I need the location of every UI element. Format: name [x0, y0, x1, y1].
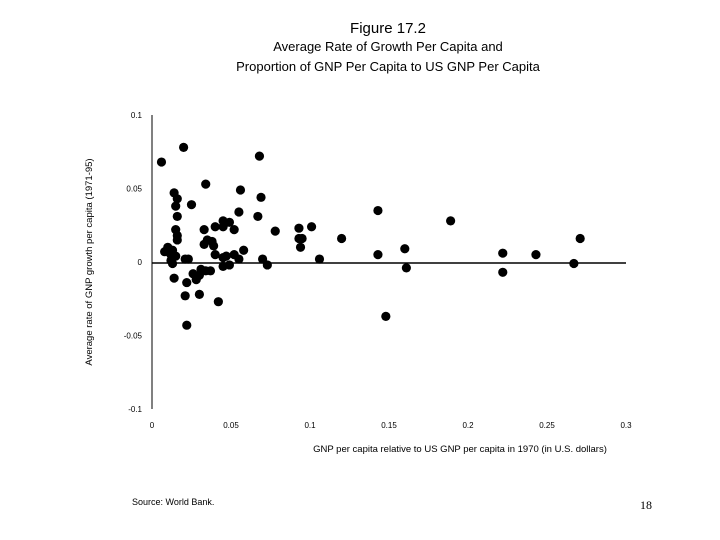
- data-point: [575, 233, 585, 244]
- y-tick-label: -0.05: [124, 332, 143, 341]
- data-point: [172, 211, 182, 222]
- y-tick-labels: 0.1 0.05 0 -0.05 -0.1: [124, 111, 143, 414]
- data-point: [199, 225, 209, 235]
- data-point: [218, 261, 228, 272]
- data-point: [205, 266, 216, 276]
- data-point: [210, 222, 220, 232]
- data-point: [262, 260, 272, 270]
- data-point: [179, 142, 189, 152]
- data-point: [218, 252, 228, 263]
- data-point: [235, 185, 246, 195]
- data-point: [186, 200, 197, 210]
- data-point: [171, 201, 181, 211]
- x-tick-labels: 0 0.05 0.1 0.15 0.2 0.25 0.3: [150, 421, 632, 430]
- data-point: [172, 235, 182, 245]
- source-note: Source: World Bank.: [132, 497, 215, 507]
- y-tick-label: 0.1: [131, 111, 143, 120]
- chart-title-line-2: Proportion of GNP Per Capita to US GNP P…: [236, 59, 540, 74]
- data-point: [337, 233, 347, 244]
- data-point: [213, 297, 223, 307]
- data-point: [498, 248, 508, 258]
- y-tick-label: 0.05: [126, 185, 142, 194]
- x-tick-label: 0.3: [620, 421, 632, 430]
- x-tick-label: 0.05: [223, 421, 239, 430]
- figure-number: Figure 17.2: [350, 20, 426, 37]
- data-point: [531, 250, 541, 260]
- data-point: [180, 291, 190, 301]
- x-axis-label: GNP per capita relative to US GNP per ca…: [313, 444, 607, 455]
- data-point: [400, 244, 410, 254]
- x-tick-label: 0: [150, 421, 155, 430]
- data-point: [314, 254, 325, 264]
- data-point: [569, 258, 579, 269]
- y-axis-label: Average rate of GNP growth per capita (1…: [84, 158, 95, 365]
- data-point: [401, 263, 411, 273]
- data-points: [156, 142, 585, 330]
- data-point: [182, 320, 192, 330]
- x-tick-label: 0.15: [381, 421, 397, 430]
- chart-title-line-1: Average Rate of Growth Per Capita and: [273, 39, 503, 54]
- data-point: [218, 222, 228, 232]
- page-number: 18: [640, 498, 652, 512]
- data-point: [172, 194, 182, 204]
- data-point: [498, 267, 508, 277]
- y-tick-label: -0.1: [128, 405, 142, 414]
- data-point: [194, 289, 204, 299]
- data-point: [373, 250, 383, 260]
- data-point: [297, 233, 307, 244]
- data-point: [253, 211, 263, 222]
- data-point: [256, 192, 266, 202]
- data-point: [182, 277, 192, 288]
- data-point: [234, 254, 244, 264]
- data-point: [294, 223, 304, 233]
- x-tick-label: 0.2: [462, 421, 474, 430]
- data-point: [209, 241, 219, 251]
- data-point: [156, 157, 167, 167]
- data-point: [183, 254, 193, 264]
- data-point: [373, 205, 383, 216]
- data-point: [270, 226, 280, 236]
- data-point: [229, 225, 239, 235]
- data-point: [306, 222, 317, 232]
- x-tick-label: 0.25: [539, 421, 555, 430]
- data-point: [381, 311, 391, 321]
- data-point: [169, 273, 179, 283]
- data-point: [191, 275, 201, 285]
- data-point: [201, 179, 211, 189]
- data-point: [210, 250, 220, 260]
- data-point: [167, 258, 178, 269]
- data-point: [239, 245, 249, 255]
- data-point: [295, 242, 306, 252]
- x-tick-label: 0.1: [304, 421, 316, 430]
- y-tick-label: 0: [138, 258, 143, 267]
- data-point: [254, 151, 265, 161]
- data-point: [446, 216, 456, 226]
- data-point: [234, 207, 244, 217]
- data-point: [199, 239, 209, 249]
